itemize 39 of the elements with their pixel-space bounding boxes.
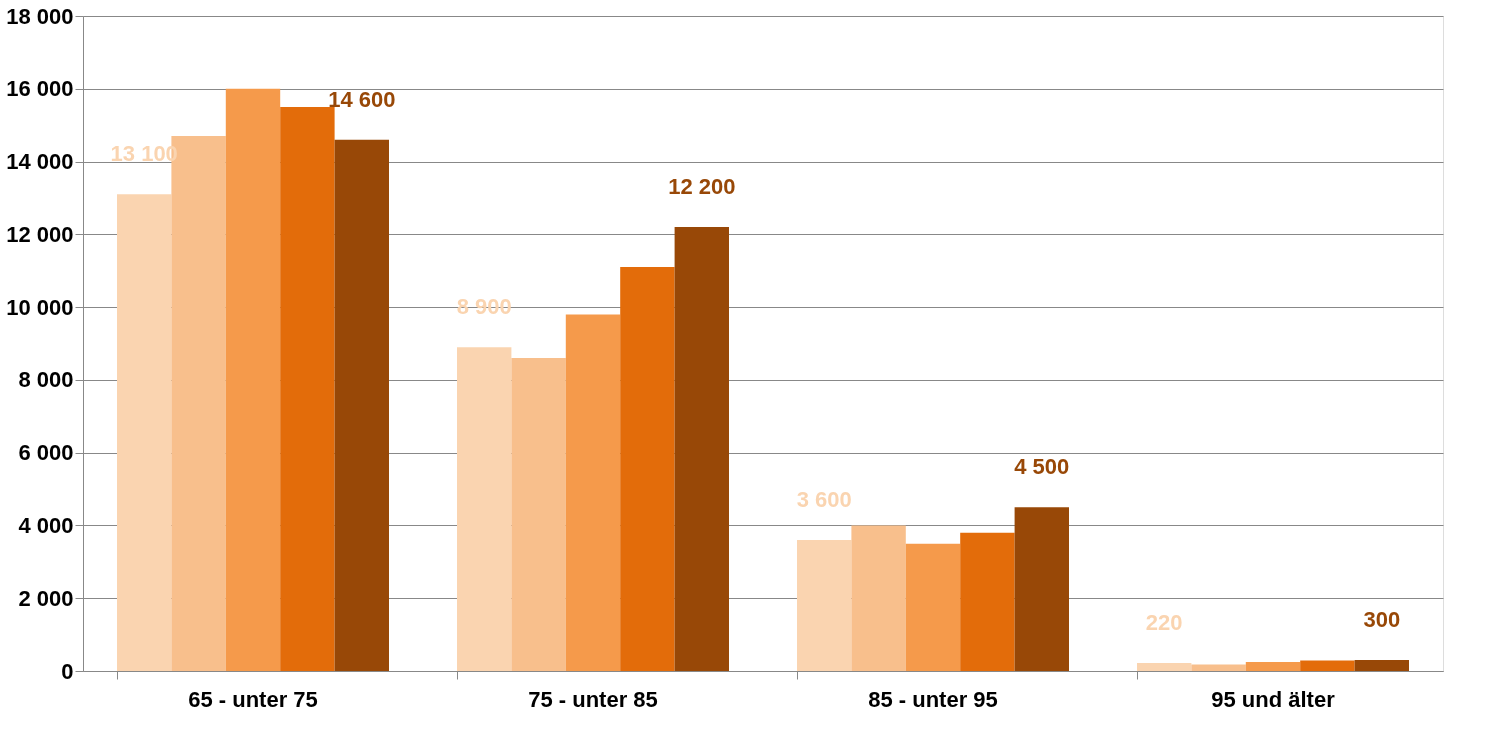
- y-tick-label: 6 000: [18, 440, 74, 466]
- x-tick-label: 95 und älter: [1211, 686, 1336, 712]
- bar: [797, 540, 852, 671]
- y-tick-label: 0: [61, 658, 74, 684]
- data-label: 220: [1145, 609, 1183, 635]
- x-tick-label: 75 - unter 85: [528, 686, 658, 712]
- data-label: 300: [1363, 607, 1401, 633]
- bar: [565, 314, 621, 671]
- bar: [280, 106, 335, 671]
- data-label: 14 600: [328, 86, 396, 112]
- x-tick-label: 65 - unter 75: [188, 686, 318, 712]
- data-label: 12 200: [668, 174, 736, 200]
- x-tick-label: 85 - unter 95: [868, 686, 998, 712]
- data-label: 4 500: [1014, 454, 1070, 480]
- bar: [334, 139, 389, 671]
- y-tick-label: 4 000: [18, 512, 74, 538]
- bar: [620, 267, 675, 671]
- bar: [1014, 507, 1069, 671]
- bar: [1245, 661, 1301, 671]
- bar: [674, 227, 729, 671]
- bar: [1300, 660, 1355, 671]
- y-tick-label: 14 000: [6, 149, 74, 175]
- y-tick-label: 8 000: [18, 367, 74, 393]
- bar: [117, 194, 172, 671]
- y-tick-label: 16 000: [6, 76, 74, 102]
- y-tick-label: 18 000: [6, 3, 74, 29]
- bar: [511, 358, 566, 671]
- bar: [457, 347, 512, 671]
- bar: [1354, 660, 1409, 671]
- bar: [905, 543, 961, 671]
- bar: [225, 88, 281, 671]
- y-tick-label: 2 000: [18, 585, 74, 611]
- bar: [851, 525, 906, 671]
- data-label: 3 600: [796, 487, 852, 512]
- bar: [960, 532, 1015, 671]
- y-tick-label: 10 000: [6, 294, 74, 320]
- y-tick-label: 12 000: [6, 221, 74, 247]
- bar: [1137, 662, 1192, 671]
- bar: [1191, 664, 1246, 671]
